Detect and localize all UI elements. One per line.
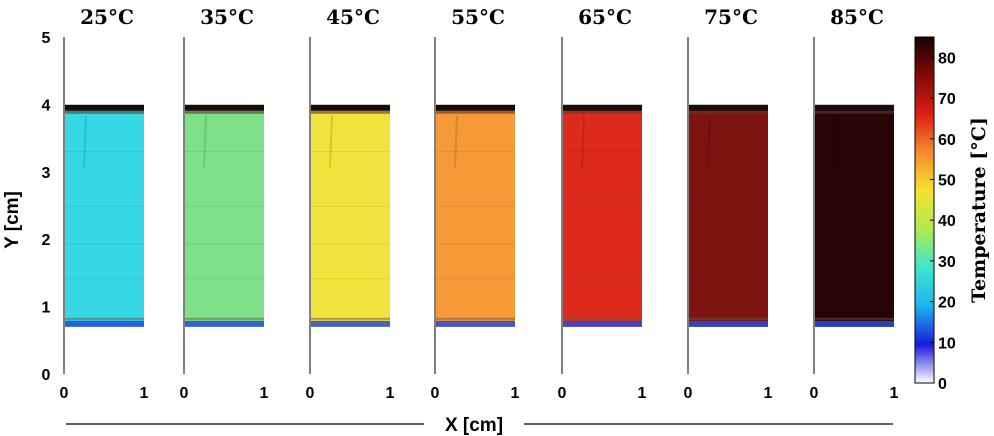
colorbar-gradient xyxy=(914,36,935,384)
strip-streak xyxy=(833,115,837,168)
temperature-strip xyxy=(65,107,144,327)
temperature-strip xyxy=(563,107,642,327)
x-tick-label: 0 xyxy=(431,385,440,402)
strip-streak xyxy=(581,115,585,168)
x-tick-label: 1 xyxy=(511,385,520,402)
colorbar-tick-label: 70 xyxy=(938,91,956,108)
temperature-strip xyxy=(815,107,894,327)
x-tick-label: 0 xyxy=(180,385,189,402)
panel-title: 45°C xyxy=(326,5,380,29)
panel-title: 25°C xyxy=(80,5,134,29)
x-tick-label: 0 xyxy=(60,385,69,402)
temperature-strip xyxy=(436,107,515,327)
y-tick-label: 1 xyxy=(42,300,51,317)
strip-bottom-band xyxy=(311,317,390,320)
colorbar-tick-label: 60 xyxy=(938,132,956,149)
temperature-strip xyxy=(311,107,390,327)
strip-streak xyxy=(454,115,458,168)
colorbar-tick-label: 50 xyxy=(938,172,956,189)
strip-bottom-band xyxy=(563,317,642,320)
panel-2: 45°C 0 1 xyxy=(306,5,395,402)
strip-bottom-edge xyxy=(689,320,768,327)
colorbar-tick-label: 80 xyxy=(938,50,956,67)
panel-6: 85°C 0 1 xyxy=(810,5,899,402)
strip-top-edge xyxy=(436,104,515,111)
y-tick-label: 0 xyxy=(42,367,51,384)
y-tick-label: 2 xyxy=(42,232,51,249)
strip-bottom-edge xyxy=(436,320,515,327)
x-tick-label: 0 xyxy=(684,385,693,402)
y-axis: 0 1 2 3 4 5 Y [cm] xyxy=(2,30,51,384)
strip-bottom-edge xyxy=(311,320,390,327)
panel-1: 35°C 0 1 xyxy=(180,5,269,402)
x-tick-label: 1 xyxy=(764,385,773,402)
panel-title: 55°C xyxy=(451,5,505,29)
strip-top-band xyxy=(311,110,390,114)
colorbar-tick-label: 0 xyxy=(938,376,947,393)
x-axis-title: X [cm] xyxy=(445,415,503,436)
y-tick-label: 3 xyxy=(42,165,51,182)
strip-streak xyxy=(83,115,87,168)
strip-top-band xyxy=(436,110,515,114)
strip-bottom-band xyxy=(815,317,894,320)
y-tick-label: 4 xyxy=(42,97,51,114)
strip-streak xyxy=(329,115,333,168)
panel-5: 75°C 0 1 xyxy=(684,5,773,402)
strip-bottom-band xyxy=(185,317,264,320)
panels-layer: 25°C0 135°C0 145°C0 155°C0 165°C0 175°C0 185°C… xyxy=(60,5,899,402)
strip-bottom-band xyxy=(436,317,515,320)
x-tick-label: 1 xyxy=(638,385,647,402)
strip-bottom-band xyxy=(65,317,144,320)
strip-top-edge xyxy=(689,104,768,111)
strip-top-edge xyxy=(185,104,264,111)
x-tick-label: 1 xyxy=(260,385,269,402)
strip-top-band xyxy=(689,110,768,114)
panel-title: 85°C xyxy=(830,5,884,29)
colorbar: 0 10 20 30 40 50 60 70 80 Temperature [°C] xyxy=(914,36,990,393)
x-tick-label: 0 xyxy=(306,385,315,402)
panel-3: 55°C 0 1 xyxy=(431,5,520,402)
temperature-strip xyxy=(185,107,264,327)
strip-top-band xyxy=(563,110,642,114)
strip-bottom-band xyxy=(689,317,768,320)
temperature-strip xyxy=(689,107,768,327)
panel-title: 65°C xyxy=(578,5,632,29)
x-tick-label: 1 xyxy=(890,385,899,402)
strip-top-edge xyxy=(815,104,894,111)
strip-streak xyxy=(707,115,711,168)
strip-top-edge xyxy=(563,104,642,111)
strip-bottom-edge xyxy=(65,320,144,327)
colorbar-tick-label: 40 xyxy=(938,213,956,230)
x-tick-label: 1 xyxy=(386,385,395,402)
strip-top-edge xyxy=(311,104,390,111)
panel-0: 25°C 0 1 xyxy=(60,5,149,402)
x-tick-label: 0 xyxy=(558,385,567,402)
strip-bottom-edge xyxy=(563,320,642,327)
colorbar-tick-label: 10 xyxy=(938,335,956,352)
strip-top-band xyxy=(815,110,894,114)
x-tick-label: 0 xyxy=(810,385,819,402)
y-axis-title: Y [cm] xyxy=(2,191,23,249)
strip-top-band xyxy=(185,110,264,114)
x-axis-title-group: X [cm] xyxy=(66,415,893,436)
colorbar-title: Temperature [°C] xyxy=(968,117,990,303)
panel-title: 75°C xyxy=(704,5,758,29)
x-tick-label: 1 xyxy=(140,385,149,402)
panel-title: 35°C xyxy=(200,5,254,29)
strip-top-band xyxy=(65,110,144,114)
panel-4: 65°C 0 1 xyxy=(558,5,647,402)
strip-bottom-edge xyxy=(815,320,894,327)
colorbar-tick-label: 20 xyxy=(938,295,956,312)
strip-streak xyxy=(203,115,207,168)
strip-bottom-edge xyxy=(185,320,264,327)
y-tick-label: 5 xyxy=(42,30,51,47)
colorbar-tick-label: 30 xyxy=(938,254,956,271)
strip-top-edge xyxy=(65,104,144,111)
